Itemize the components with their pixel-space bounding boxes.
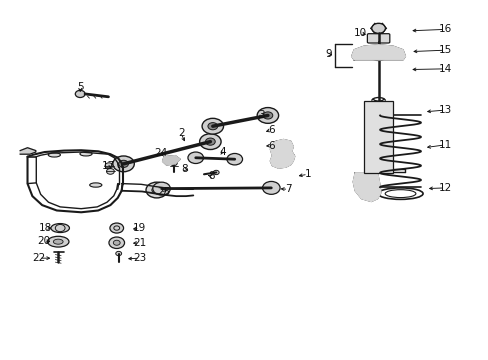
Text: 6: 6 [267, 125, 274, 135]
Ellipse shape [80, 152, 92, 156]
Circle shape [371, 23, 385, 33]
Text: 6: 6 [267, 140, 274, 150]
Text: 21: 21 [133, 238, 146, 248]
Circle shape [116, 251, 122, 256]
Circle shape [170, 161, 177, 166]
Text: 5: 5 [77, 82, 83, 93]
Circle shape [280, 141, 291, 150]
Circle shape [153, 182, 170, 195]
Text: 9: 9 [325, 49, 331, 59]
Circle shape [282, 152, 294, 161]
Text: 23: 23 [133, 253, 146, 263]
Circle shape [285, 154, 290, 158]
Text: 12: 12 [438, 183, 451, 193]
Text: 8: 8 [207, 171, 214, 181]
Ellipse shape [48, 153, 61, 157]
Circle shape [257, 108, 278, 123]
Text: 19: 19 [133, 223, 146, 233]
Circle shape [262, 181, 280, 194]
Ellipse shape [51, 224, 69, 233]
Polygon shape [162, 156, 180, 165]
FancyBboxPatch shape [366, 34, 389, 43]
Circle shape [374, 50, 382, 56]
Text: 25: 25 [157, 187, 170, 197]
Text: 16: 16 [438, 24, 451, 35]
Circle shape [226, 153, 242, 165]
Ellipse shape [47, 236, 69, 247]
Text: 13: 13 [438, 105, 451, 115]
Circle shape [113, 156, 134, 172]
Circle shape [110, 223, 123, 233]
Polygon shape [351, 45, 405, 60]
Circle shape [199, 134, 221, 149]
Text: 15: 15 [438, 45, 451, 55]
Circle shape [105, 163, 113, 168]
Ellipse shape [89, 183, 102, 187]
Text: 18: 18 [39, 223, 52, 233]
Circle shape [213, 170, 219, 175]
Circle shape [205, 138, 215, 145]
Circle shape [106, 168, 114, 174]
Circle shape [152, 186, 161, 194]
Text: 8: 8 [182, 164, 188, 174]
Circle shape [283, 144, 288, 147]
Text: 17: 17 [101, 161, 114, 171]
Text: 14: 14 [438, 64, 451, 74]
Polygon shape [270, 139, 294, 168]
Circle shape [368, 46, 387, 60]
Text: 7: 7 [285, 184, 291, 194]
Text: 24: 24 [154, 148, 167, 158]
Ellipse shape [53, 239, 63, 244]
Polygon shape [352, 173, 380, 202]
Text: 20: 20 [37, 236, 50, 246]
Text: 1: 1 [304, 169, 310, 179]
Circle shape [202, 118, 223, 134]
Bar [363, 101, 392, 173]
Text: 3: 3 [258, 111, 264, 121]
Circle shape [146, 182, 167, 198]
Text: 4: 4 [219, 147, 225, 157]
Text: 22: 22 [32, 253, 45, 263]
Circle shape [113, 240, 120, 245]
Circle shape [119, 160, 128, 167]
Circle shape [75, 90, 85, 98]
Text: 2: 2 [178, 129, 184, 138]
Polygon shape [20, 148, 36, 154]
Circle shape [207, 123, 217, 130]
Circle shape [263, 112, 272, 119]
Circle shape [187, 152, 203, 163]
Text: 10: 10 [353, 28, 366, 38]
Circle shape [109, 237, 124, 248]
Text: 11: 11 [438, 140, 451, 150]
